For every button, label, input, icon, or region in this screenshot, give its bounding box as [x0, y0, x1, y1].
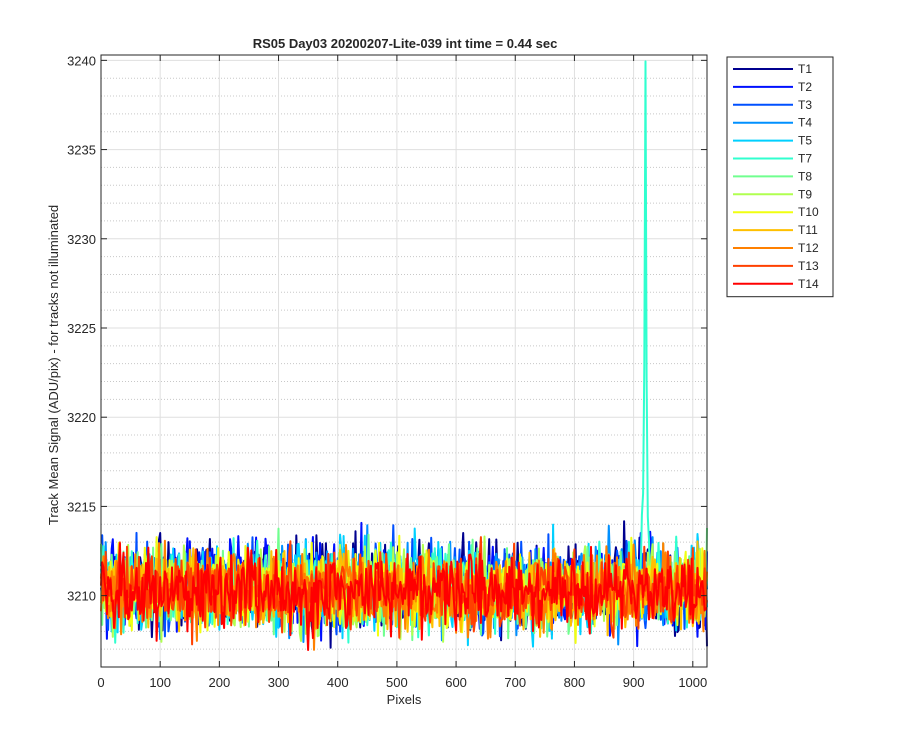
legend-label-t14: T14: [798, 277, 819, 291]
x-tick-label: 200: [209, 675, 231, 690]
legend-label-t4: T4: [798, 116, 812, 130]
x-tick-label: 700: [504, 675, 526, 690]
y-tick-label: 3240: [67, 53, 96, 68]
y-axis-label: Track Mean Signal (ADU/pix) - for tracks…: [46, 205, 61, 525]
legend-label-t8: T8: [798, 169, 812, 183]
y-tick-label: 3210: [67, 589, 96, 604]
y-tick-label: 3215: [67, 499, 96, 514]
x-axis-label: Pixels: [387, 692, 422, 707]
legend-label-t1: T1: [798, 62, 812, 76]
x-tick-label: 600: [445, 675, 467, 690]
legend-label-t10: T10: [798, 205, 819, 219]
legend-label-t5: T5: [798, 134, 812, 148]
x-tick-label: 500: [386, 675, 408, 690]
chart-title: RS05 Day03 20200207-Lite-039 int time = …: [253, 36, 558, 51]
y-tick-label: 3235: [67, 143, 96, 158]
legend-label-t13: T13: [798, 259, 819, 273]
series-line-t14: [100, 542, 708, 651]
x-tick-label: 0: [97, 675, 104, 690]
legend-label-t12: T12: [798, 241, 819, 255]
plot-area: 0 100 200 300 400 500 600 700 800 900 1000 3210 3215…: [67, 53, 708, 690]
legend-label-t7: T7: [798, 152, 812, 166]
plot-frame: [100, 54, 708, 668]
y-tick-label: 3230: [67, 232, 96, 247]
legend: T1 T2 T3 T4 T5 T7 T8 T9 T10 T11 T12 T13 T14: [726, 56, 834, 298]
x-tick-label: 400: [327, 675, 349, 690]
legend-label-t11: T11: [798, 223, 818, 237]
legend-label-t9: T9: [798, 187, 812, 201]
x-tick-label: 300: [268, 675, 290, 690]
x-tick-label: 900: [623, 675, 645, 690]
legend-label-t3: T3: [798, 98, 812, 112]
x-tick-label: 800: [564, 675, 586, 690]
y-tick-label: 3225: [67, 321, 96, 336]
y-tick-label: 3220: [67, 410, 96, 425]
x-tick-label: 1000: [678, 675, 707, 690]
legend-label-t2: T2: [798, 80, 812, 94]
x-tick-label: 100: [149, 675, 171, 690]
